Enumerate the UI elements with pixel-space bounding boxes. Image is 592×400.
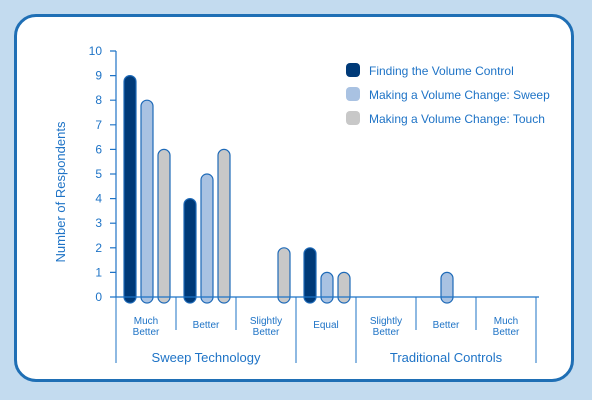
bar bbox=[157, 148, 171, 304]
x-category-label: Slightly bbox=[250, 316, 282, 327]
bar bbox=[277, 247, 291, 304]
bar bbox=[183, 198, 197, 304]
x-category-label: Better bbox=[133, 327, 160, 338]
bar bbox=[123, 74, 137, 304]
y-tick-label: 1 bbox=[95, 265, 102, 279]
y-axis-label: Number of Respondents bbox=[53, 121, 68, 262]
legend-swatch bbox=[346, 63, 360, 77]
x-category-label: Equal bbox=[313, 320, 339, 331]
y-tick-label: 2 bbox=[95, 241, 102, 255]
bars bbox=[123, 74, 454, 304]
x-category-label: Much bbox=[134, 316, 158, 327]
x-category-label: Better bbox=[433, 320, 460, 331]
legend-label: Finding the Volume Control bbox=[369, 64, 514, 78]
y-axis: 0 1 2 3 4 5 6 7 8 9 10 Number of Respondents bbox=[53, 44, 117, 304]
x-category-label: Slightly bbox=[370, 316, 402, 327]
legend-label: Making a Volume Change: Touch bbox=[369, 112, 545, 126]
y-tick-label: 8 bbox=[95, 93, 102, 107]
bar bbox=[200, 173, 214, 304]
bar bbox=[140, 99, 154, 304]
x-category-label: Better bbox=[493, 327, 520, 338]
x-category-label: Much bbox=[494, 316, 518, 327]
chart-panel: 0 1 2 3 4 5 6 7 8 9 10 Number of Respondents Much Be… bbox=[14, 14, 574, 382]
x-category-label: Better bbox=[373, 327, 400, 338]
y-tick-label: 10 bbox=[89, 44, 103, 58]
x-category-label: Better bbox=[193, 320, 220, 331]
bar bbox=[217, 148, 231, 304]
y-tick-label: 4 bbox=[95, 192, 102, 206]
legend-swatch bbox=[346, 87, 360, 101]
y-tick-label: 0 bbox=[95, 290, 102, 304]
x-category-label: Better bbox=[253, 327, 280, 338]
legend-swatch bbox=[346, 111, 360, 125]
group-label: Sweep Technology bbox=[152, 350, 261, 365]
bar bbox=[337, 271, 351, 304]
y-tick-label: 3 bbox=[95, 216, 102, 230]
bar bbox=[440, 271, 454, 304]
bar bbox=[320, 271, 334, 304]
bar bbox=[303, 247, 317, 304]
legend-label: Making a Volume Change: Sweep bbox=[369, 88, 550, 102]
y-tick-label: 6 bbox=[95, 142, 102, 156]
legend: Finding the Volume Control Making a Volum… bbox=[346, 63, 550, 126]
y-tick-label: 7 bbox=[95, 118, 102, 132]
y-tick-label: 5 bbox=[95, 167, 102, 181]
y-tick-label: 9 bbox=[95, 69, 102, 83]
group-label: Traditional Controls bbox=[390, 350, 503, 365]
